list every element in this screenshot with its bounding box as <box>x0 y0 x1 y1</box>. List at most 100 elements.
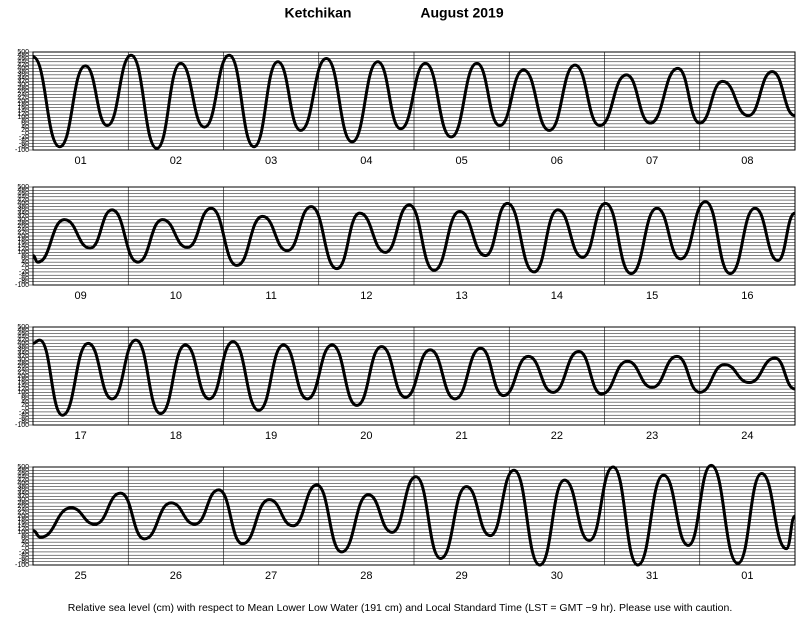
y-tick-label: 440 <box>17 334 29 341</box>
y-tick-label: 140 <box>17 383 29 390</box>
station-title: Ketchikan <box>285 5 352 21</box>
y-tick-label: 120 <box>17 386 29 393</box>
y-tick-label: 140 <box>17 108 29 115</box>
y-tick-label: 220 <box>17 510 29 517</box>
plot-frame <box>32 51 796 151</box>
y-tick-label: -20 <box>19 409 29 416</box>
day-label: 01 <box>741 570 753 582</box>
y-tick-label: 340 <box>17 75 29 82</box>
y-tick-label: 240 <box>17 366 29 373</box>
y-tick-label: 440 <box>17 194 29 201</box>
y-tick-label: 220 <box>17 230 29 237</box>
y-tick-label: 20 <box>21 127 29 134</box>
y-tick-label: 300 <box>17 497 29 504</box>
y-tick-label: 240 <box>17 91 29 98</box>
day-label: 27 <box>265 570 277 582</box>
y-tick-label: -20 <box>19 549 29 556</box>
y-tick-label: -40 <box>19 412 29 419</box>
y-tick-label: -80 <box>19 279 29 286</box>
day-label: 21 <box>456 430 468 442</box>
tide-line <box>32 53 796 150</box>
y-tick-label: 260 <box>17 88 29 95</box>
y-tick-label: 240 <box>17 226 29 233</box>
y-tick-label: -100 <box>15 147 29 154</box>
day-label: 19 <box>265 430 277 442</box>
y-tick-label: -20 <box>19 269 29 276</box>
y-tick-label: -80 <box>19 144 29 151</box>
y-tick-label: -80 <box>19 559 29 566</box>
y-tick-label: 360 <box>17 487 29 494</box>
month-title: August 2019 <box>420 5 503 21</box>
y-tick-label: 0 <box>25 546 29 553</box>
y-tick-label: 0 <box>25 131 29 138</box>
day-label: 28 <box>360 570 372 582</box>
y-tick-label: 80 <box>21 532 29 539</box>
y-tick-label: 420 <box>17 477 29 484</box>
day-label: 14 <box>551 290 563 302</box>
day-label: 09 <box>75 290 87 302</box>
y-tick-label: 120 <box>17 246 29 253</box>
y-tick-label: -40 <box>19 552 29 559</box>
y-tick-label: 80 <box>21 392 29 399</box>
y-tick-label: 140 <box>17 243 29 250</box>
y-tick-label: -60 <box>19 415 29 422</box>
y-tick-label: 80 <box>21 117 29 124</box>
y-tick-label: 60 <box>21 536 29 543</box>
y-tick-label: 240 <box>17 506 29 513</box>
y-tick-label: 200 <box>17 233 29 240</box>
y-tick-label: -60 <box>19 140 29 147</box>
y-tick-label: 360 <box>17 347 29 354</box>
y-tick-label: 360 <box>17 72 29 79</box>
y-tick-label: 160 <box>17 379 29 386</box>
tide-line <box>32 463 797 567</box>
y-tick-label: 140 <box>17 523 29 530</box>
y-tick-label: -20 <box>19 134 29 141</box>
y-tick-label: 180 <box>17 236 29 243</box>
y-tick-label: 300 <box>17 357 29 364</box>
day-label: 30 <box>551 570 563 582</box>
y-tick-label: 400 <box>17 200 29 207</box>
y-tick-label: 200 <box>17 373 29 380</box>
y-tick-label: 400 <box>17 480 29 487</box>
y-tick-label: 460 <box>17 190 29 197</box>
y-tick-label: 20 <box>21 542 29 549</box>
y-tick-label: 420 <box>17 197 29 204</box>
y-tick-label: 280 <box>17 360 29 367</box>
tide-line <box>32 338 796 417</box>
y-tick-label: 80 <box>21 252 29 259</box>
y-tick-label: 220 <box>17 370 29 377</box>
y-tick-label: 340 <box>17 350 29 357</box>
y-tick-label: 460 <box>17 330 29 337</box>
y-tick-label: 0 <box>25 406 29 413</box>
y-tick-label: 280 <box>17 220 29 227</box>
tide-line <box>32 200 796 276</box>
y-tick-label: 260 <box>17 363 29 370</box>
day-label: 25 <box>75 570 87 582</box>
y-tick-label: 200 <box>17 513 29 520</box>
day-label: 18 <box>170 430 182 442</box>
y-tick-label: 440 <box>17 59 29 66</box>
y-tick-label: 260 <box>17 503 29 510</box>
y-tick-label: 260 <box>17 223 29 230</box>
y-tick-label: 460 <box>17 55 29 62</box>
day-label: 10 <box>170 290 182 302</box>
y-tick-label: 320 <box>17 213 29 220</box>
y-tick-label: 180 <box>17 376 29 383</box>
day-label: 23 <box>646 430 658 442</box>
day-label: 22 <box>551 430 563 442</box>
y-tick-label: 380 <box>17 68 29 75</box>
y-tick-label: -40 <box>19 137 29 144</box>
y-tick-label: -100 <box>15 422 29 429</box>
y-tick-label: 100 <box>17 114 29 121</box>
y-tick-label: 40 <box>21 124 29 131</box>
y-tick-label: 500 <box>17 324 29 331</box>
y-tick-label: 120 <box>17 111 29 118</box>
y-tick-label: 440 <box>17 474 29 481</box>
y-tick-label: 40 <box>21 539 29 546</box>
y-tick-label: -40 <box>19 272 29 279</box>
y-tick-label: 280 <box>17 500 29 507</box>
y-tick-label: 60 <box>21 396 29 403</box>
y-tick-label: -60 <box>19 275 29 282</box>
day-label: 31 <box>646 570 658 582</box>
